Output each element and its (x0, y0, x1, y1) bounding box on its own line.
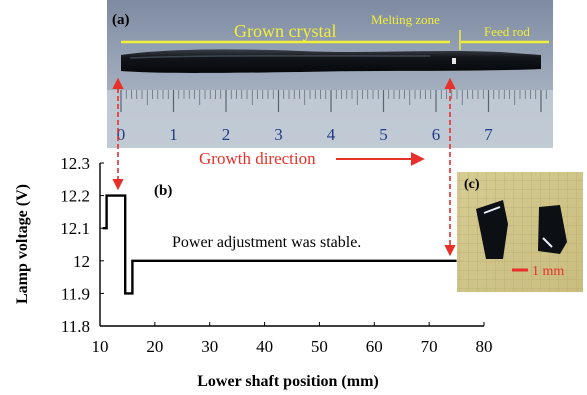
panel-a-photo: (a) Grown crystal Melting zone Feed rod … (107, 0, 553, 257)
ruler-ticks (120, 90, 547, 112)
growth-direction-label: Growth direction (199, 149, 316, 168)
crystal-piece-right (538, 205, 567, 254)
x-tick-label: 10 (92, 337, 109, 356)
ruler-number: 1 (169, 125, 178, 144)
reflection-left (483, 206, 501, 214)
ruler-number: 4 (327, 125, 336, 144)
y-tick-label: 12.1 (60, 219, 90, 238)
ruler-number: 0 (117, 125, 126, 144)
panel-c-label: (c) (464, 177, 480, 192)
x-ticks: 10 20 30 40 50 60 70 80 (92, 322, 493, 356)
rod-highlight (129, 55, 431, 59)
x-tick-label: 40 (256, 337, 273, 356)
x-tick-label: 80 (476, 337, 493, 356)
x-axis-label: Lower shaft position (mm) (197, 373, 378, 390)
y-tick-label: 12.3 (60, 154, 90, 173)
feed-rod-label: Feed rod (484, 24, 530, 39)
stability-annotation: Power adjustment was stable. (172, 234, 361, 251)
ruler-body (107, 90, 553, 148)
y-ticks: 11.8 11.9 12 12.1 12.2 12.3 (60, 154, 104, 336)
panel-c-photo: (c) 1 mm (457, 172, 583, 292)
x-tick-label: 20 (146, 337, 163, 356)
panel-b-label: (b) (154, 183, 172, 199)
panel-a-label: (a) (112, 12, 130, 28)
crystal-piece-left (476, 200, 508, 259)
grown-crystal-label: Grown crystal (234, 21, 336, 41)
melting-zone-glint (452, 58, 456, 64)
ruler-number: 3 (274, 125, 283, 144)
reflection-right (542, 237, 553, 248)
x-tick-label: 60 (366, 337, 383, 356)
crystal-rod (121, 49, 541, 73)
y-axis-label: Lamp voltage (V) (14, 184, 31, 304)
melting-zone-label: Melting zone (371, 12, 440, 27)
x-tick-label: 30 (201, 337, 218, 356)
y-tick-label: 11.8 (61, 317, 90, 336)
x-tick-label: 50 (311, 337, 328, 356)
y-tick-label: 11.9 (61, 284, 90, 303)
voltage-chart: 10 20 30 40 50 60 70 80 11.811.91212.112.212.3 … (14, 154, 493, 390)
x-tick-label: 70 (421, 337, 438, 356)
voltage-series-line (102, 194, 457, 295)
scale-bar-label: 1 mm (532, 264, 564, 279)
ruler-number: 7 (484, 125, 493, 144)
ruler-number: 5 (379, 125, 388, 144)
y-tick-label: 12.2 (60, 187, 90, 206)
ruler-number: 6 (432, 125, 441, 144)
ruler-number: 2 (222, 125, 231, 144)
y-tick-label: 12 (73, 252, 90, 271)
series-layer (102, 194, 457, 295)
